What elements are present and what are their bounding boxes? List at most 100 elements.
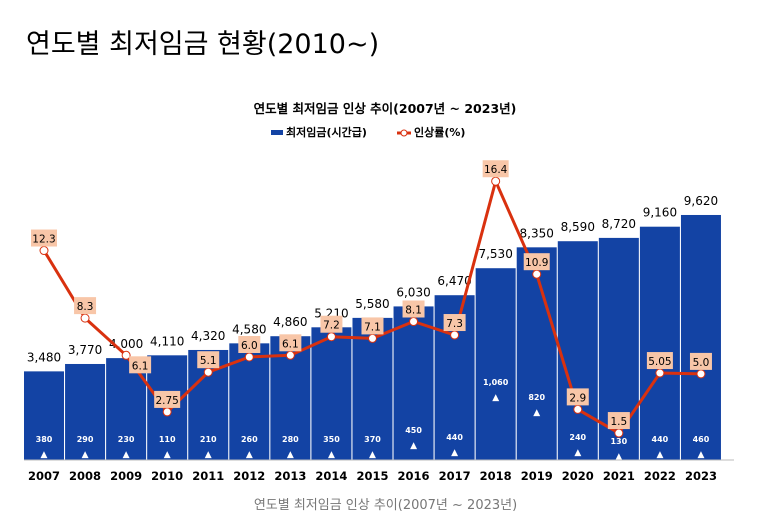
increase-triangle-icon: ▲ <box>451 448 458 458</box>
page-title: 연도별 최저임금 현황(2010~) <box>26 29 380 60</box>
increase-amount-label: 210 <box>200 435 217 444</box>
increase-triangle-icon: ▲ <box>246 450 253 460</box>
increase-amount-label: 130 <box>610 437 627 446</box>
increase-amount-label: 820 <box>528 393 545 402</box>
bar-value-label: 9,160 <box>643 206 677 220</box>
rate-point <box>39 246 49 256</box>
rate-label: 16.4 <box>484 164 508 176</box>
increase-amount-label: 450 <box>405 426 422 435</box>
rate-label: 5.05 <box>648 356 671 368</box>
increase-amount-label: 350 <box>323 435 340 444</box>
x-tick-label: 2022 <box>644 469 676 483</box>
x-tick-label: 2023 <box>685 469 717 483</box>
increase-amount-label: 1,060 <box>483 378 509 387</box>
chart-caption: 연도별 최저임금 인상 추이(2007년 ~ 2023년) <box>253 498 518 513</box>
rate-label-box <box>607 412 630 430</box>
x-tick-label: 2012 <box>233 469 265 483</box>
bar-value-label: 8,350 <box>520 226 554 240</box>
rate-point <box>450 330 460 340</box>
rate-label-box <box>197 351 220 369</box>
increase-amount-label: 280 <box>282 435 299 444</box>
increase-amount-label: 370 <box>364 435 381 444</box>
x-tick-label: 2021 <box>603 469 635 483</box>
x-tick-label: 2019 <box>521 469 553 483</box>
rate-label: 7.3 <box>446 318 463 330</box>
rate-label: 10.9 <box>525 257 548 269</box>
increase-triangle-icon: ▲ <box>41 450 48 460</box>
rate-label: 7.1 <box>364 321 381 333</box>
bar-value-label: 3,770 <box>68 343 102 357</box>
bar-value-label: 4,860 <box>273 315 307 329</box>
x-tick-label: 2015 <box>356 469 388 483</box>
x-tick-label: 2018 <box>480 469 512 483</box>
rate-label-box <box>646 352 673 370</box>
increase-triangle-icon: ▲ <box>574 448 581 458</box>
x-tick-label: 2009 <box>110 469 142 483</box>
bar-2016 <box>393 306 434 460</box>
rate-point <box>203 367 213 377</box>
increase-amount-label: 230 <box>118 435 135 444</box>
bar-value-label: 5,580 <box>355 297 389 311</box>
increase-amount-label: 290 <box>77 435 94 444</box>
bar-2020 <box>557 241 598 460</box>
legend-bar-label: 최저임금(시간급) <box>286 125 367 139</box>
rate-label-box <box>238 336 261 353</box>
rate-point <box>696 369 706 379</box>
rate-point <box>121 350 131 360</box>
bar-2007 <box>24 371 64 460</box>
increase-triangle-icon: ▲ <box>82 450 89 460</box>
rate-label: 2.75 <box>155 395 178 407</box>
chart-title: 연도별 최저임금 인상 추이(2007년 ~ 2023년) <box>254 101 517 116</box>
rate-point <box>244 352 254 362</box>
rate-label: 6.1 <box>132 360 149 372</box>
increase-triangle-icon: ▲ <box>533 408 540 418</box>
bar-value-label: 4,580 <box>232 322 266 336</box>
bar-value-label: 9,620 <box>684 194 718 208</box>
x-tick-label: 2020 <box>562 469 594 483</box>
x-tick-label: 2017 <box>439 469 471 483</box>
bar-2014 <box>311 327 352 460</box>
increase-amount-label: 440 <box>652 435 669 444</box>
increase-triangle-icon: ▲ <box>205 450 212 460</box>
increase-amount-label: 110 <box>159 435 176 444</box>
rate-point <box>162 407 172 417</box>
x-tick-label: 2008 <box>69 469 101 483</box>
x-tick-label: 2010 <box>151 469 183 483</box>
bar-2022 <box>639 226 680 460</box>
increase-triangle-icon: ▲ <box>615 452 622 462</box>
bar-value-label: 4,320 <box>191 329 225 343</box>
rate-label-box <box>361 317 384 335</box>
bar-value-label: 4,110 <box>150 334 184 348</box>
increase-amount-label: 440 <box>446 433 463 442</box>
x-tick-label: 2016 <box>398 469 430 483</box>
bar-value-label: 3,480 <box>27 350 61 364</box>
rate-label: 6.0 <box>241 340 258 352</box>
rate-point <box>80 313 90 323</box>
x-tick-label: 2007 <box>28 469 60 483</box>
rate-point <box>573 404 583 414</box>
rate-point <box>326 332 336 342</box>
rate-point <box>614 428 624 438</box>
rate-point <box>491 176 501 186</box>
rate-point <box>532 269 542 279</box>
legend-line-label: 인상률(%) <box>414 125 465 139</box>
x-tick-label: 2014 <box>315 469 347 483</box>
increase-amount-label: 460 <box>693 435 710 444</box>
increase-triangle-icon: ▲ <box>369 450 376 460</box>
increase-amount-label: 260 <box>241 435 258 444</box>
increase-triangle-icon: ▲ <box>656 450 663 460</box>
rate-label-box <box>443 314 466 332</box>
rate-label: 2.9 <box>569 392 586 404</box>
increase-triangle-icon: ▲ <box>123 450 130 460</box>
bar-value-label: 6,470 <box>437 274 471 288</box>
increase-triangle-icon: ▲ <box>164 450 171 460</box>
bar-value-label: 6,030 <box>396 285 430 299</box>
increase-amount-label: 380 <box>36 435 53 444</box>
rate-label: 5.1 <box>200 355 217 367</box>
rate-label-box <box>482 160 509 178</box>
bar-2008 <box>65 363 106 460</box>
bar-value-label: 7,530 <box>478 247 512 261</box>
x-tick-label: 2013 <box>274 469 306 483</box>
bar-2018 <box>475 268 516 460</box>
